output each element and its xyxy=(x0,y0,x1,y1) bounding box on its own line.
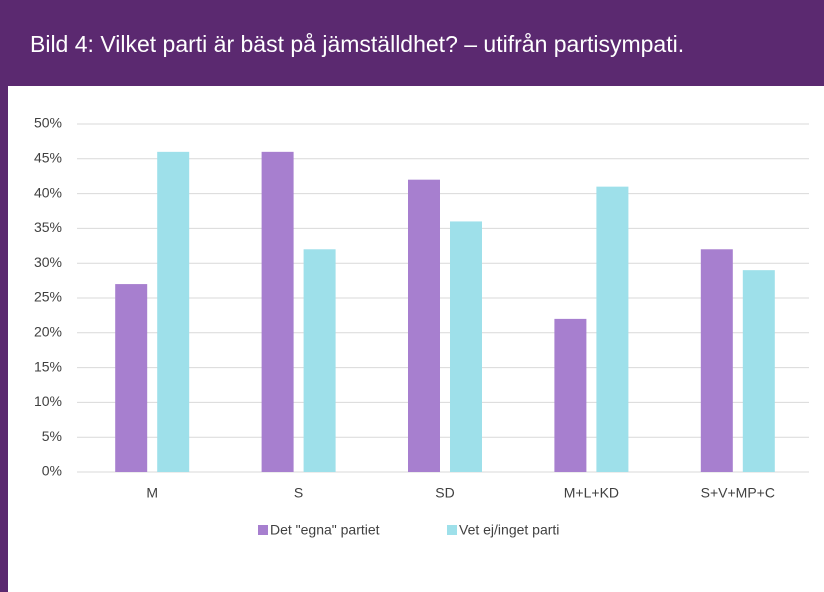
bar xyxy=(554,318,587,472)
legend-swatch xyxy=(258,525,268,535)
bar xyxy=(742,270,775,472)
y-tick-label: 15% xyxy=(34,358,62,374)
header-band xyxy=(0,0,824,86)
x-tick-label: S+V+MP+C xyxy=(701,485,775,501)
y-tick-label: 5% xyxy=(42,428,62,444)
x-tick-label: M+L+KD xyxy=(564,485,619,501)
bar xyxy=(408,179,440,472)
bar xyxy=(303,249,336,472)
y-tick-label: 0% xyxy=(42,463,62,479)
y-tick-label: 20% xyxy=(34,324,62,340)
left-border xyxy=(0,86,8,592)
x-tick-label: S xyxy=(294,485,303,501)
bar xyxy=(596,186,629,472)
legend-label: Vet ej/inget parti xyxy=(459,522,559,538)
bar xyxy=(261,151,294,472)
legend-label: Det "egna" partiet xyxy=(270,522,380,538)
y-tick-label: 40% xyxy=(34,184,62,200)
y-tick-label: 35% xyxy=(34,219,62,235)
y-tick-label: 30% xyxy=(34,254,62,270)
bar xyxy=(700,249,733,472)
y-tick-label: 50% xyxy=(34,115,62,131)
x-tick-label: SD xyxy=(435,485,454,501)
y-tick-label: 45% xyxy=(34,150,62,166)
bar xyxy=(450,221,482,472)
x-tick-label: M xyxy=(146,485,158,501)
legend-swatch xyxy=(447,525,457,535)
y-tick-label: 10% xyxy=(34,393,62,409)
bar xyxy=(157,151,190,472)
chart-title: Bild 4: Vilket parti är bäst på jämställ… xyxy=(30,31,684,57)
y-tick-label: 25% xyxy=(34,289,62,305)
bar xyxy=(115,284,148,472)
